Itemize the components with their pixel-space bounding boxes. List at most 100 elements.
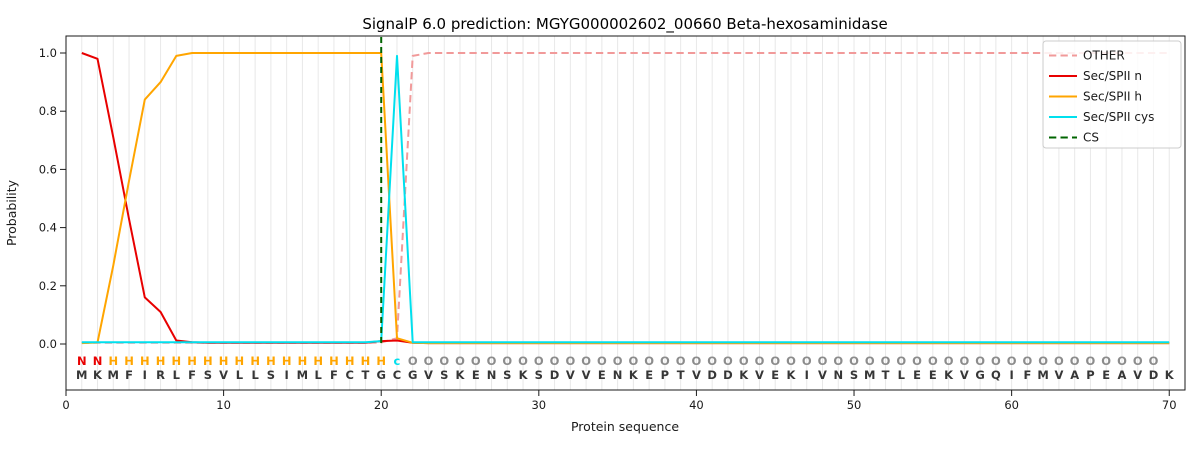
residue-letter: F — [188, 368, 196, 382]
residue-letter: D — [723, 368, 733, 382]
series-line-sec-spii-n — [81, 52, 1170, 345]
residue-letter: S — [267, 368, 275, 382]
residue-region-label: O — [487, 354, 497, 368]
residue-region-label: O — [471, 354, 481, 368]
residue-letter: L — [173, 368, 181, 382]
residue-letter: V — [818, 368, 827, 382]
axes: 0 10 20 30 40 50 60 70 0.0 0.2 0.4 0.6 0.8 1.0 — [39, 35, 1186, 412]
residue-letter: K — [519, 368, 529, 382]
residue-letter: L — [898, 368, 906, 382]
residue-letter: R — [156, 368, 165, 382]
residue-letter: Q — [991, 368, 1001, 382]
residue-letter: P — [1086, 368, 1094, 382]
residue-letter: N — [487, 368, 497, 382]
residue-region-label: O — [1054, 354, 1064, 368]
residue-region-label: O — [707, 354, 717, 368]
residue-letter: V — [219, 368, 228, 382]
residue-letter: M — [76, 368, 87, 382]
residue-region-label: O — [1023, 354, 1033, 368]
residue-letter: E — [929, 368, 937, 382]
residue-region-label: H — [282, 354, 292, 368]
residue-region-label: O — [959, 354, 969, 368]
x-tick-label: 40 — [689, 398, 704, 412]
residue-region-label: H — [345, 354, 355, 368]
residue-letter: M — [297, 368, 308, 382]
residue-region-label: O — [723, 354, 733, 368]
residue-letter: N — [613, 368, 623, 382]
residue-letter: E — [1102, 368, 1110, 382]
residue-letter: I — [1009, 368, 1013, 382]
residue-region-label: O — [518, 354, 528, 368]
residue-letter: D — [1149, 368, 1159, 382]
y-tick-label: 1.0 — [39, 46, 57, 60]
legend-label: Sec/SPII cys — [1083, 110, 1154, 124]
residue-letter: E — [771, 368, 779, 382]
y-tick-label: 0.2 — [39, 279, 57, 293]
residue-letter: S — [503, 368, 511, 382]
residue-region-label: O — [1038, 354, 1048, 368]
residue-region-label: H — [361, 354, 371, 368]
residue-letter: V — [755, 368, 764, 382]
residue-letter: F — [330, 368, 338, 382]
residue-letter: K — [93, 368, 103, 382]
legend-box — [1042, 40, 1182, 149]
residue-letter: V — [424, 368, 433, 382]
y-tick-label: 0.8 — [39, 104, 57, 118]
residue-region-label: H — [250, 354, 260, 368]
residue-region-label: O — [755, 354, 765, 368]
residue-letter: K — [456, 368, 466, 382]
residue-region-label: O — [1149, 354, 1159, 368]
residue-letter: S — [440, 368, 448, 382]
residue-letter: C — [345, 368, 353, 382]
residue-letter: E — [913, 368, 921, 382]
residue-region-label: O — [1117, 354, 1127, 368]
y-axis-label: Probability — [4, 179, 19, 246]
residue-letter: N — [833, 368, 843, 382]
residue-region-label: O — [881, 354, 891, 368]
series-lines — [81, 52, 1170, 345]
residue-letter: S — [204, 368, 212, 382]
y-tick-label: 0.4 — [39, 221, 57, 235]
residue-region-label: O — [802, 354, 812, 368]
residue-letter: G — [376, 368, 385, 382]
residue-region-label: O — [739, 354, 749, 368]
residue-letter: E — [645, 368, 653, 382]
residue-region-label: H — [203, 354, 213, 368]
residue-region-label: H — [172, 354, 182, 368]
residue-letter: T — [882, 368, 890, 382]
residue-letter: D — [707, 368, 717, 382]
residue-region-label: H — [124, 354, 134, 368]
y-tick-label: 0.6 — [39, 162, 57, 176]
residue-letter: V — [566, 368, 575, 382]
series-line-sec-spii-h — [81, 52, 1170, 345]
residue-letter: F — [125, 368, 133, 382]
residue-region-label: O — [424, 354, 434, 368]
residue-region-label: O — [597, 354, 607, 368]
residue-region-label: H — [219, 354, 229, 368]
residue-letter: M — [864, 368, 875, 382]
residue-letter: M — [1037, 368, 1048, 382]
residue-letter: S — [850, 368, 858, 382]
residue-region-label: c — [394, 354, 401, 368]
residue-region-label: H — [108, 354, 118, 368]
x-tick-label: 60 — [1004, 398, 1019, 412]
residue-letter: F — [1023, 368, 1031, 382]
residue-letter: V — [1133, 368, 1142, 382]
residue-letter: K — [739, 368, 749, 382]
residue-region-label: O — [439, 354, 449, 368]
x-tick-label: 30 — [531, 398, 546, 412]
residue-region-label: O — [770, 354, 780, 368]
residue-letter: K — [944, 368, 954, 382]
residue-region-label: O — [644, 354, 654, 368]
residue-region-label: O — [833, 354, 843, 368]
residue-letter: K — [787, 368, 797, 382]
residue-region-label: O — [613, 354, 623, 368]
chart-title: SignalP 6.0 prediction: MGYG000002602_00… — [362, 15, 887, 34]
residue-region-label: O — [786, 354, 796, 368]
residue-letter: G — [975, 368, 984, 382]
residue-region-label: O — [912, 354, 922, 368]
x-tick-label: 10 — [216, 398, 231, 412]
residue-region-label: O — [676, 354, 686, 368]
